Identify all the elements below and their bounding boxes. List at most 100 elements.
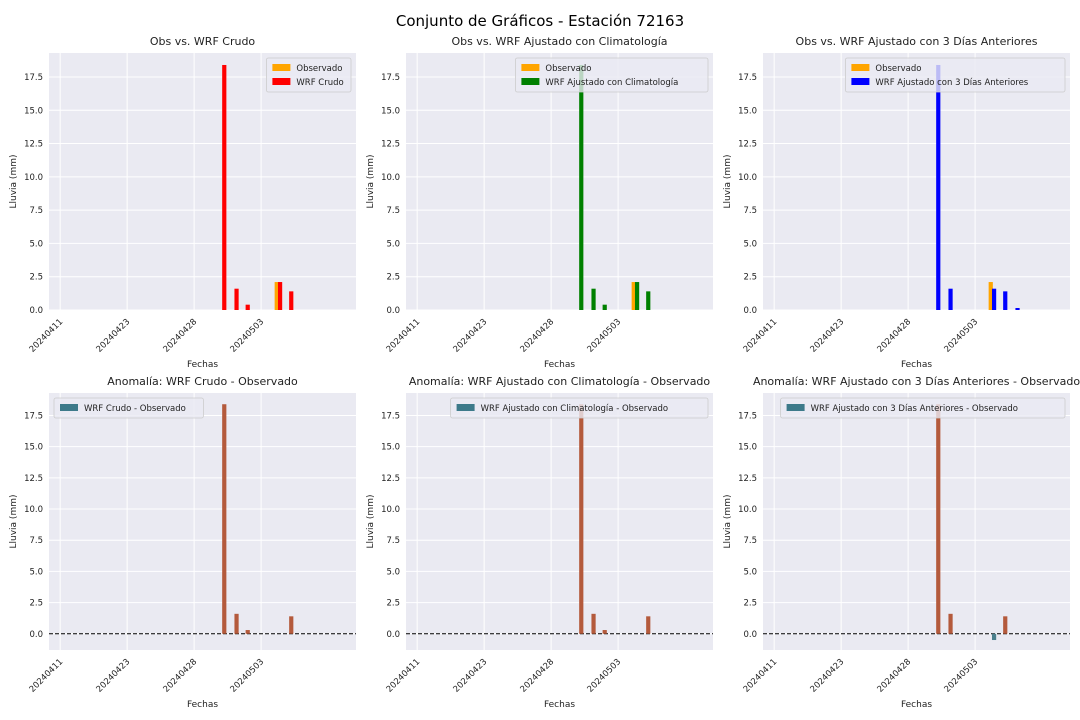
panel-title: Obs vs. WRF Crudo (150, 35, 256, 48)
plot-area (406, 53, 713, 310)
bar (222, 64, 227, 310)
legend-swatch (851, 64, 870, 71)
x-tick-label: 20240411 (742, 657, 780, 695)
legend-swatch (786, 404, 805, 411)
bar (245, 304, 250, 310)
legend-swatch (60, 404, 78, 411)
x-tick-label: 20240503 (943, 657, 981, 695)
y-tick-label: 7.5 (29, 206, 43, 216)
chart-panel-6: 0.0 2.5 5.0 7.5 10.0 12.5 15.0 17.5 20240411 2024… (723, 375, 1080, 710)
legend: WRF Ajustado con Climatología - Observad… (450, 397, 709, 419)
x-tick-label: 20240411 (28, 317, 66, 355)
legend: WRF Crudo - Observado (53, 397, 204, 419)
y-tick-label: 7.5 (29, 536, 43, 546)
bar (234, 613, 239, 634)
y-tick-label: 12.5 (24, 140, 43, 150)
x-tick-label: 20240423 (452, 317, 490, 355)
y-tick-label: 5.0 (386, 567, 400, 577)
x-tick-label: 20240428 (876, 657, 914, 695)
y-tick-label: 0.0 (743, 630, 757, 640)
y-tick-label: 17.5 (381, 411, 400, 421)
y-tick-label: 15.0 (738, 443, 757, 453)
chart-panel-2: 0.0 2.5 5.0 7.5 10.0 12.5 15.0 17.5 20240411 2024… (366, 35, 713, 370)
x-tick-label: 20240423 (452, 657, 490, 695)
y-tick-label: 5.0 (29, 239, 43, 249)
plot-area (763, 53, 1070, 310)
x-tick-label: 20240423 (95, 657, 133, 695)
bar (646, 616, 651, 634)
bar (289, 616, 294, 634)
y-tick-label: 12.5 (738, 474, 757, 484)
bar (591, 288, 596, 310)
bar (234, 288, 239, 310)
y-tick-label: 12.5 (738, 140, 757, 150)
legend-swatch (851, 78, 870, 85)
x-tick-label: 20240503 (586, 657, 624, 695)
y-tick-label: 7.5 (743, 536, 757, 546)
bar (602, 630, 607, 634)
x-tick-label: 20240423 (809, 657, 847, 695)
panel-title: Anomalía: WRF Crudo - Observado (107, 375, 298, 388)
x-axis-label: Fechas (544, 360, 575, 370)
legend: WRF Ajustado con 3 Días Anteriores - Obs… (780, 397, 1066, 419)
legend-swatch (456, 404, 475, 411)
x-axis-label: Fechas (544, 700, 575, 710)
y-tick-label: 15.0 (381, 106, 400, 116)
bar (579, 404, 584, 634)
y-tick-label: 17.5 (738, 73, 757, 83)
x-tick-label: 20240503 (229, 657, 267, 695)
y-tick-label: 15.0 (24, 443, 43, 453)
y-tick-label: 15.0 (738, 106, 757, 116)
x-tick-label: 20240411 (28, 657, 66, 695)
x-tick-label: 20240411 (385, 317, 423, 355)
bar (602, 304, 607, 310)
bar (631, 282, 636, 310)
x-axis-label: Fechas (187, 360, 218, 370)
panel-title: Obs vs. WRF Ajustado con 3 Días Anterior… (796, 35, 1038, 48)
bar (274, 282, 279, 310)
y-tick-label: 17.5 (738, 411, 757, 421)
y-tick-label: 5.0 (743, 239, 757, 249)
x-tick-label: 20240428 (162, 657, 200, 695)
y-tick-label: 2.5 (29, 273, 43, 283)
y-tick-label: 17.5 (24, 73, 43, 83)
chart-panel-3: 0.0 2.5 5.0 7.5 10.0 12.5 15.0 17.5 20240411 2024… (723, 35, 1070, 370)
legend-box (845, 57, 1066, 93)
bar (1003, 616, 1008, 634)
y-tick-label: 10.0 (381, 173, 400, 183)
chart-panel-1: 0.0 2.5 5.0 7.5 10.0 12.5 15.0 17.5 20240411 2024… (9, 35, 356, 370)
y-tick-label: 15.0 (24, 106, 43, 116)
x-tick-label: 20240428 (162, 317, 200, 355)
bar (277, 282, 283, 310)
legend-label: Observado (296, 64, 342, 74)
y-axis-label: Lluvia (mm) (9, 495, 19, 549)
y-tick-label: 2.5 (386, 599, 400, 609)
bar (579, 64, 584, 310)
bar (222, 404, 227, 634)
plot-area (406, 393, 713, 650)
plot-area (49, 53, 356, 310)
x-tick-label: 20240411 (742, 317, 780, 355)
bar (988, 282, 993, 310)
bar (634, 282, 640, 310)
legend: Observado WRF Ajustado con 3 Días Anterio… (845, 57, 1066, 93)
y-tick-label: 10.0 (24, 505, 43, 515)
legend-swatch (272, 64, 291, 71)
bar (948, 613, 953, 634)
legend-label: WRF Ajustado con 3 Días Anteriores - Obs… (811, 404, 1018, 414)
x-axis-label: Fechas (901, 360, 932, 370)
y-tick-label: 2.5 (29, 599, 43, 609)
bar (646, 291, 651, 310)
y-tick-label: 10.0 (738, 505, 757, 515)
bar (991, 288, 997, 310)
y-axis-label: Lluvia (mm) (366, 155, 376, 209)
y-tick-label: 10.0 (381, 505, 400, 515)
legend-swatch (521, 78, 540, 85)
legend-box (450, 397, 709, 419)
y-tick-label: 5.0 (386, 239, 400, 249)
legend-box (53, 397, 204, 419)
y-tick-label: 0.0 (386, 630, 400, 640)
x-tick-label: 20240411 (385, 657, 423, 695)
y-tick-label: 5.0 (29, 567, 43, 577)
